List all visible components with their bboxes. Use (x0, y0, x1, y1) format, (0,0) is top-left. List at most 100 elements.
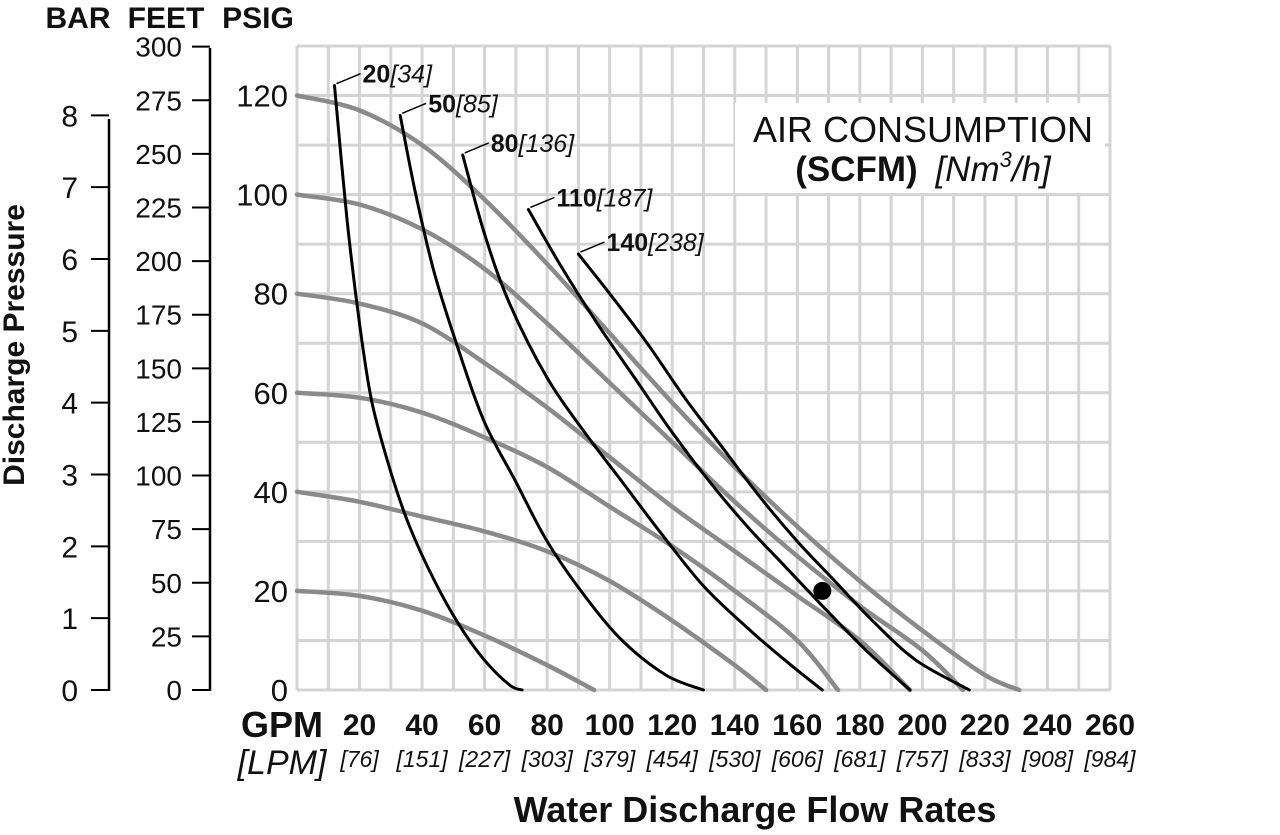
lpm-tick-label: [454] (646, 746, 699, 772)
lpm-tick-label: [76] (339, 746, 379, 772)
air-curve-label-metric: [238] (647, 229, 705, 257)
air-curve-label-metric: [34] (389, 61, 433, 89)
gpm-tick-label: 100 (585, 709, 635, 742)
bar-tick-label: 7 (61, 172, 78, 205)
air-curve-label-140: 140[238] (606, 229, 704, 257)
air-curve-label-value: 20 (363, 61, 391, 89)
feet-tick-label: 150 (135, 353, 182, 384)
gpm-tick-label: 260 (1085, 709, 1135, 742)
gpm-tick-label: 40 (405, 709, 438, 742)
legend-box: AIR CONSUMPTION (SCFM) [Nm3/h] (735, 103, 1105, 193)
psig-tick-label: 120 (236, 79, 288, 114)
gpm-tick-label: 120 (647, 709, 697, 742)
feet-tick-label: 250 (135, 139, 182, 170)
air-curve-label-value: 50 (428, 90, 456, 118)
air-curve-label-leader (401, 102, 427, 115)
x-axis-label: Water Discharge Flow Rates (514, 789, 997, 830)
bar-tick-label: 3 (61, 460, 78, 493)
y-axis-label: Discharge Pressure (0, 204, 31, 486)
air-curve-label-metric: [136] (518, 130, 576, 158)
lpm-tick-label: [530] (708, 746, 761, 772)
air-curve-label-50: 50[85] (428, 90, 499, 118)
tick-labels: 0204060801001200255075100125150175200225… (61, 32, 1136, 772)
feet-tick-label: 175 (135, 300, 182, 331)
feet-tick-label: 0 (166, 675, 182, 706)
pressure-curve-3 (294, 291, 913, 693)
bar-axis-header: BAR (46, 2, 111, 35)
x-unit-lpm: [LPM] (237, 744, 328, 782)
bar-tick-label: 6 (61, 244, 78, 277)
legend-box-background (735, 103, 1105, 193)
lpm-tick-label: [151] (395, 746, 448, 772)
air-curve-label-leader (336, 72, 361, 85)
air-curve-label-leader (580, 241, 605, 253)
air-curve-label-metric: [187] (596, 184, 654, 212)
air-curve-label-value: 80 (491, 130, 519, 158)
lpm-tick-label: [681] (833, 746, 886, 772)
feet-tick-label: 75 (151, 514, 182, 545)
air-curve-80 (461, 153, 824, 692)
feet-tick-label: 125 (135, 407, 182, 438)
pressure-curve-5 (294, 489, 769, 693)
psig-tick-label: 80 (254, 277, 288, 312)
air-curve-label-leader (530, 196, 555, 209)
gpm-tick-label: 140 (710, 709, 760, 742)
lpm-tick-label: [379] (583, 746, 636, 772)
air-curve-110 (526, 208, 912, 692)
gpm-tick-label: 240 (1022, 709, 1072, 742)
gpm-tick-label: 160 (772, 709, 822, 742)
lpm-tick-label: [908] (1021, 746, 1074, 772)
psig-tick-label: 40 (254, 475, 288, 510)
feet-tick-label: 50 (151, 568, 182, 599)
air-curve-label-80: 80[136] (491, 130, 575, 158)
gpm-tick-label: 180 (835, 709, 885, 742)
legend-title-unit-sup: 3 (1000, 147, 1013, 172)
bar-tick-label: 1 (61, 603, 78, 636)
pressure-curve-4 (294, 390, 841, 693)
bar-tick-label: 2 (61, 531, 78, 564)
air-curve-label-value: 110 (556, 184, 596, 212)
psig-tick-label: 100 (236, 178, 288, 213)
air-curve-label-20: 20[34] (363, 61, 434, 89)
x-unit-gpm: GPM (241, 704, 323, 745)
feet-tick-label: 275 (135, 85, 182, 116)
pressure-curve-1 (294, 93, 1022, 693)
psig-tick-label: 0 (271, 673, 288, 708)
legend-title-line2: (SCFM) [Nm3/h] (795, 147, 1052, 189)
feet-tick-label: 100 (135, 461, 182, 492)
gpm-tick-label: 20 (343, 709, 376, 742)
air-curve-label-metric: [85] (455, 90, 499, 118)
lpm-tick-label: [757] (896, 746, 949, 772)
legend-title-bold: (SCFM) (795, 150, 917, 189)
feet-axis-header: FEET (128, 2, 205, 35)
air-curve-20 (333, 84, 524, 692)
lpm-tick-label: [303] (521, 746, 574, 772)
legend-title-unit-end: /h] (1010, 150, 1052, 189)
air-curve-label-110: 110[187] (556, 184, 653, 212)
feet-tick-label: 225 (135, 192, 182, 223)
lpm-tick-label: [606] (771, 746, 824, 772)
feet-tick-label: 25 (151, 621, 182, 652)
bar-tick-label: 5 (61, 316, 78, 349)
lpm-tick-label: [833] (958, 746, 1011, 772)
psig-tick-label: 20 (254, 574, 288, 609)
air-curve-140 (576, 252, 971, 692)
gpm-tick-label: 80 (530, 709, 563, 742)
psig-tick-label: 60 (254, 376, 288, 411)
feet-tick-label: 300 (135, 32, 182, 63)
gpm-tick-label: 200 (897, 709, 947, 742)
bar-tick-label: 8 (61, 100, 78, 133)
pressure-curve-6 (294, 588, 597, 693)
axes (91, 45, 212, 691)
air-curve-label-leader (464, 142, 490, 154)
gpm-tick-label: 220 (960, 709, 1010, 742)
gpm-tick-label: 60 (468, 709, 501, 742)
feet-tick-label: 200 (135, 246, 182, 277)
legend-title-line1: AIR CONSUMPTION (753, 109, 1093, 150)
legend-title-unit: [Nm (934, 150, 999, 189)
air-curve-labels: 20[34]50[85] 80[136] 110[187] 140[238] (336, 61, 705, 257)
psig-axis-header: PSIG (222, 2, 294, 35)
air-curve-label-value: 140 (606, 229, 648, 257)
air-consumption-curves (333, 84, 971, 692)
